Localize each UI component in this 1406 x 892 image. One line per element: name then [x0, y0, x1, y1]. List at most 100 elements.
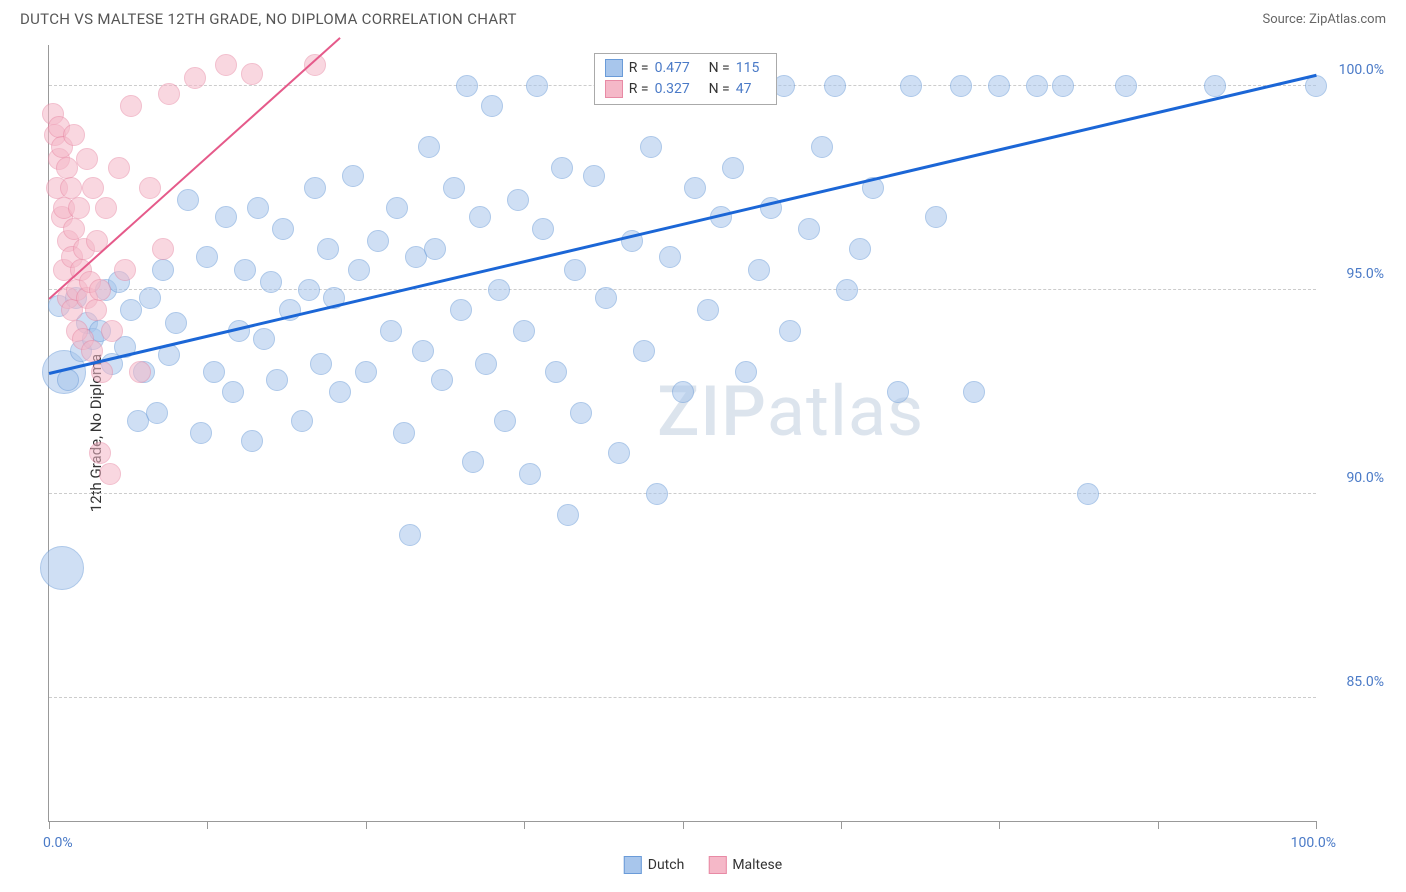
- data-point: [241, 430, 263, 452]
- data-point: [646, 483, 668, 505]
- data-point: [481, 95, 503, 117]
- stat-n-label: N =: [709, 58, 730, 79]
- data-point: [519, 463, 541, 485]
- legend-item: Dutch: [624, 856, 685, 874]
- legend-stats-row: R = 0.477 N = 115: [605, 58, 766, 79]
- data-point: [234, 259, 256, 281]
- data-point: [247, 197, 269, 219]
- data-point: [443, 177, 465, 199]
- data-point: [513, 320, 535, 342]
- data-point: [222, 381, 244, 403]
- data-point: [399, 524, 421, 546]
- data-point: [317, 238, 339, 260]
- data-point: [120, 95, 142, 117]
- data-point: [735, 361, 757, 383]
- data-point: [526, 75, 548, 97]
- data-point: [849, 238, 871, 260]
- data-point: [570, 402, 592, 424]
- data-point: [469, 206, 491, 228]
- stat-n-label: N =: [709, 79, 730, 100]
- data-point: [494, 410, 516, 432]
- data-point: [748, 259, 770, 281]
- data-point: [253, 328, 275, 350]
- data-point: [310, 353, 332, 375]
- data-point: [418, 136, 440, 158]
- legend-swatch: [605, 59, 623, 77]
- data-point: [507, 189, 529, 211]
- data-point: [241, 63, 263, 85]
- gridline: [49, 289, 1316, 290]
- trendline: [49, 74, 1317, 375]
- data-point: [68, 197, 90, 219]
- data-point: [887, 381, 909, 403]
- data-point: [488, 279, 510, 301]
- data-point: [697, 299, 719, 321]
- data-point: [900, 75, 922, 97]
- data-point: [532, 218, 554, 240]
- data-point: [129, 361, 151, 383]
- stat-r-label: R =: [629, 58, 649, 79]
- data-point: [355, 361, 377, 383]
- data-point: [101, 320, 123, 342]
- chart-title: DUTCH VS MALTESE 12TH GRADE, NO DIPLOMA …: [20, 10, 517, 28]
- data-point: [89, 442, 111, 464]
- data-point: [564, 259, 586, 281]
- data-point: [684, 177, 706, 199]
- legend-bottom: Dutch Maltese: [624, 856, 782, 874]
- data-point: [1077, 483, 1099, 505]
- data-point: [91, 361, 113, 383]
- data-point: [380, 320, 402, 342]
- data-point: [963, 381, 985, 403]
- stat-r-value: 0.477: [655, 58, 703, 79]
- data-point: [76, 148, 98, 170]
- data-point: [836, 279, 858, 301]
- legend-label: Dutch: [648, 857, 685, 873]
- x-axis-max-label: 100.0%: [1291, 835, 1336, 851]
- data-point: [95, 197, 117, 219]
- data-point: [304, 177, 326, 199]
- data-point: [811, 136, 833, 158]
- data-point: [329, 381, 351, 403]
- data-point: [1204, 75, 1226, 97]
- legend-label: Maltese: [732, 857, 782, 873]
- x-tick: [999, 821, 1000, 829]
- x-tick: [683, 821, 684, 829]
- legend-swatch: [605, 80, 623, 98]
- data-point: [272, 218, 294, 240]
- data-point: [266, 369, 288, 391]
- stat-n-value: 47: [736, 79, 766, 100]
- data-point: [462, 451, 484, 473]
- x-axis-min-label: 0.0%: [43, 835, 73, 851]
- data-point: [57, 369, 79, 391]
- data-point: [184, 67, 206, 89]
- data-point: [190, 422, 212, 444]
- data-point: [722, 157, 744, 179]
- data-point: [798, 218, 820, 240]
- data-point: [215, 54, 237, 76]
- data-point: [120, 299, 142, 321]
- legend-item: Maltese: [708, 856, 782, 874]
- y-tick-label: 90.0%: [1346, 470, 1384, 486]
- data-point: [108, 157, 130, 179]
- source-label: Source: ZipAtlas.com: [1262, 12, 1386, 27]
- data-point: [393, 422, 415, 444]
- data-point: [779, 320, 801, 342]
- data-point: [60, 177, 82, 199]
- data-point: [99, 463, 121, 485]
- data-point: [412, 340, 434, 362]
- data-point: [82, 177, 104, 199]
- data-point: [342, 165, 364, 187]
- data-point: [475, 353, 497, 375]
- data-point: [551, 157, 573, 179]
- stat-n-value: 115: [736, 58, 766, 79]
- data-point: [40, 546, 84, 590]
- data-point: [152, 259, 174, 281]
- data-point: [456, 75, 478, 97]
- data-point: [583, 165, 605, 187]
- data-point: [1052, 75, 1074, 97]
- x-tick: [49, 821, 50, 829]
- data-point: [386, 197, 408, 219]
- data-point: [367, 230, 389, 252]
- data-point: [63, 218, 85, 240]
- data-point: [595, 287, 617, 309]
